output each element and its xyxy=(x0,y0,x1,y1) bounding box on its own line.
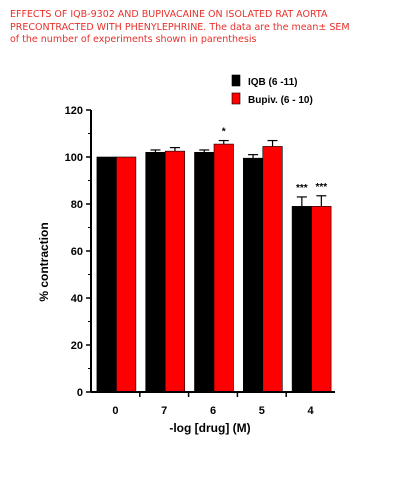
bar-bupiv xyxy=(116,156,137,393)
x-tick-label: 7 xyxy=(161,405,167,417)
x-tick-label: 0 xyxy=(112,405,118,417)
error-bars-group xyxy=(150,139,327,207)
bar-iqb xyxy=(194,152,215,393)
bar-iqb xyxy=(291,206,312,393)
y-tick-label: 120 xyxy=(65,105,83,117)
significance-marker: * xyxy=(222,127,226,138)
y-tick-label: 100 xyxy=(65,152,83,164)
legend: IQB (6 -11) Bupiv. (6 - 10) xyxy=(231,74,313,106)
y-tick-label: 40 xyxy=(71,293,83,305)
y-tick-label: 80 xyxy=(71,199,83,211)
y-tick-label: 0 xyxy=(77,387,83,399)
significance-marker: *** xyxy=(296,183,308,194)
caption-line-2: PRECONTRACTED WITH PHENYLEPHRINE. The da… xyxy=(10,21,350,33)
bars-group xyxy=(96,143,332,393)
legend-label-bupiv: Bupiv. (6 - 10) xyxy=(248,95,313,106)
bar-bupiv xyxy=(311,206,332,393)
x-tick-label: 4 xyxy=(308,405,315,417)
y-tick-label: 20 xyxy=(71,340,83,352)
figure-caption: EFFECTS OF IQB-9302 AND BUPIVACAINE ON I… xyxy=(10,9,395,47)
legend-swatch-iqb xyxy=(231,74,241,87)
bar-iqb xyxy=(96,156,117,393)
bar-iqb xyxy=(243,157,264,393)
significance-annotations: **** *** xyxy=(222,127,327,194)
bar-bupiv xyxy=(262,146,283,393)
y-axis-label: % contraction xyxy=(37,222,51,301)
significance-marker: *** xyxy=(316,182,328,193)
bar-bupiv xyxy=(213,143,234,393)
caption-line-3: of the number of experiments shown in pa… xyxy=(10,34,257,45)
caption-line-1: EFFECTS OF IQB-9302 AND BUPIVACAINE ON I… xyxy=(10,9,328,20)
x-tick-label: 5 xyxy=(259,405,265,417)
axes-group: 0 20 40 60 80 100 120 0 7 6 5 4 xyxy=(65,105,335,417)
legend-label-iqb: IQB (6 -11) xyxy=(248,77,297,88)
y-tick-label: 60 xyxy=(71,246,83,258)
x-axis-label: -log [drug] (M) xyxy=(169,421,250,435)
x-tick-label: 6 xyxy=(210,405,216,417)
bar-iqb xyxy=(145,152,166,393)
legend-swatch-bupiv xyxy=(231,92,241,105)
bar-bupiv xyxy=(164,150,185,393)
